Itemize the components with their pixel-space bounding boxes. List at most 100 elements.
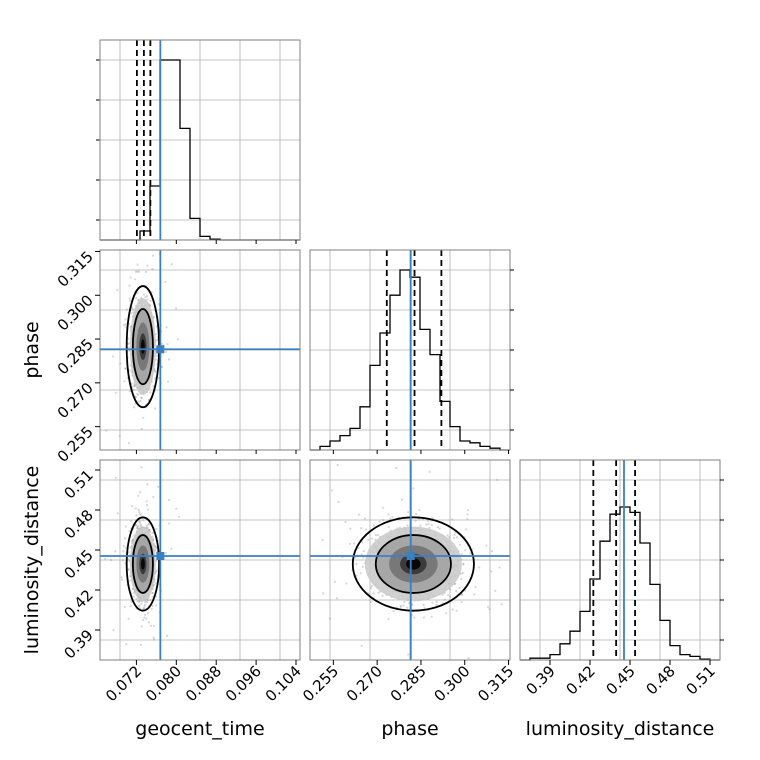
sample-point (154, 545, 157, 549)
sample-point (148, 528, 151, 531)
2d-panel-phase-vs-luminosity-distance (283, 457, 511, 661)
sample-point (418, 508, 421, 512)
sample-point (155, 354, 158, 358)
sample-point (399, 605, 402, 609)
sample-point (127, 568, 130, 571)
sample-point (146, 247, 148, 249)
sample-point (462, 563, 465, 566)
sample-point (431, 601, 434, 604)
sample-point (140, 396, 143, 399)
sample-point (387, 617, 390, 621)
sample-point (124, 546, 127, 549)
x-tick-label: 0.300 (430, 662, 473, 705)
sample-point (137, 393, 140, 396)
sample-point (357, 546, 360, 550)
contour-2-sigma (125, 516, 161, 612)
sample-point (130, 312, 133, 315)
sample-point (142, 607, 145, 610)
sample-point (460, 577, 463, 581)
sample-point (344, 520, 347, 524)
sample-point (129, 604, 132, 608)
sample-point (134, 278, 137, 281)
sample-point (136, 526, 139, 529)
sample-point (430, 523, 433, 526)
sample-point (391, 516, 394, 519)
sample-point (136, 527, 139, 530)
sample-point (145, 601, 148, 604)
sample-point (415, 512, 418, 516)
sample-point (155, 569, 158, 572)
sample-point (146, 264, 149, 267)
sample-point (378, 457, 380, 459)
sample-point (137, 605, 140, 608)
sample-point (427, 519, 430, 523)
sample-point (125, 643, 128, 646)
sample-point (132, 385, 136, 388)
sample-point (130, 520, 133, 523)
sample-point (283, 563, 285, 565)
x-tick-label: 0.096 (222, 662, 265, 705)
sample-point (146, 526, 149, 529)
sample-point (152, 495, 155, 499)
x-tick-label: 0.42 (562, 662, 598, 698)
sample-point (136, 524, 139, 527)
sample-point (123, 380, 126, 383)
sample-point (414, 519, 417, 522)
contour-1-sigma (131, 534, 154, 594)
sample-point (498, 566, 501, 569)
sample-point (387, 513, 390, 516)
sample-point (474, 585, 477, 589)
sample-point (149, 599, 152, 602)
sample-point (378, 520, 381, 523)
sample-point (411, 604, 414, 607)
sample-point (427, 522, 430, 526)
sample-point (123, 537, 127, 540)
sample-point (413, 616, 416, 619)
sample-point (125, 308, 128, 311)
sample-point (136, 525, 139, 528)
sample-point (435, 603, 438, 607)
sample-point (157, 303, 160, 306)
sample-point (138, 600, 141, 604)
sample-point (321, 592, 325, 595)
sample-point (425, 523, 428, 526)
sample-point (136, 392, 139, 396)
sample-point (330, 489, 333, 492)
sample-point (494, 589, 497, 592)
sample-point (121, 559, 125, 562)
sample-point (137, 400, 141, 403)
sample-point (367, 538, 370, 541)
hist-panel-phase (309, 249, 511, 451)
sample-point (152, 315, 156, 318)
sample-point (165, 326, 168, 329)
sample-point (473, 593, 476, 596)
sample-point (146, 483, 149, 486)
sample-point (122, 544, 125, 548)
sample-point (128, 284, 131, 287)
sample-point (139, 399, 142, 403)
sample-point (175, 507, 178, 510)
x-tick-label: 0.45 (602, 662, 638, 698)
sample-point (136, 600, 139, 603)
sample-point (151, 591, 154, 595)
sample-point (451, 518, 454, 521)
sample-point (139, 490, 142, 494)
sample-point (156, 338, 159, 342)
sample-point (138, 520, 141, 523)
sample-point (170, 263, 173, 266)
sample-point (146, 598, 149, 602)
sample-point (335, 597, 338, 600)
sample-point (137, 494, 140, 497)
sample-point (348, 542, 352, 545)
panel-frame (99, 249, 301, 451)
x-tick-label: 0.080 (142, 662, 185, 705)
y-tick-label: 0.270 (54, 379, 97, 422)
sample-point (140, 513, 143, 516)
sample-point (444, 612, 447, 615)
sample-point (121, 578, 124, 581)
sample-point (467, 656, 470, 660)
sample-cloud (105, 247, 179, 450)
sample-point (458, 543, 462, 546)
